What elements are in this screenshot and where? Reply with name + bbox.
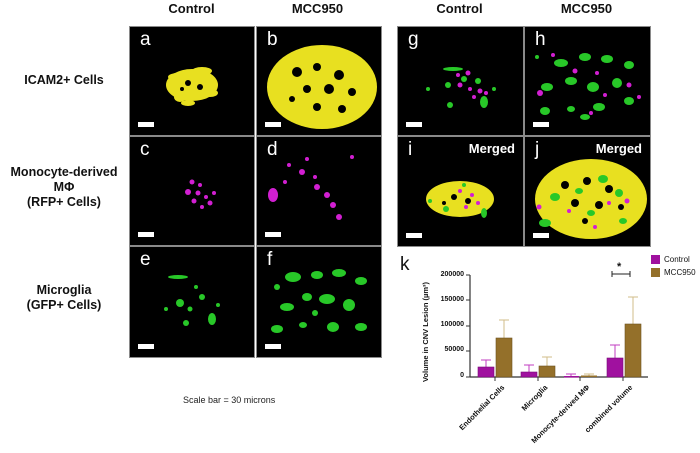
row-label-line: (RFP+ Cells) bbox=[27, 195, 101, 209]
y-tick-label: 0 bbox=[460, 372, 464, 379]
panel-letter: g bbox=[408, 29, 419, 50]
panel-letter: h bbox=[535, 29, 546, 50]
scale-bar bbox=[138, 232, 154, 237]
merged-label: Merged bbox=[468, 141, 515, 156]
bar-group-endothelial bbox=[477, 319, 513, 378]
magenta-cells-render bbox=[185, 179, 216, 209]
panel-g: g bbox=[397, 26, 524, 136]
green-cells-render bbox=[271, 269, 367, 333]
yellow-vessel-render bbox=[166, 67, 218, 106]
y-tick-label: 50000 bbox=[444, 346, 464, 353]
row-label-microglia: Microglia (GFP+ Cells) bbox=[0, 283, 128, 313]
magenta-cells-render bbox=[268, 155, 354, 220]
panel-letter: e bbox=[140, 249, 151, 270]
y-tick-label: 100000 bbox=[440, 321, 464, 328]
scale-bar bbox=[406, 233, 422, 238]
bar-group-monocyte bbox=[564, 373, 597, 378]
legend-label: MCC950 bbox=[664, 268, 696, 277]
scale-bar bbox=[138, 122, 154, 127]
panel-letter: a bbox=[140, 29, 151, 50]
legend-item-mcc950: MCC950 bbox=[651, 268, 696, 277]
scale-bar bbox=[138, 344, 154, 349]
significance-bracket bbox=[611, 271, 631, 277]
left-col-header-control: Control bbox=[168, 1, 215, 16]
chart-legend: Control MCC950 bbox=[651, 255, 696, 277]
significance-star: * bbox=[617, 261, 622, 273]
legend-item-control: Control bbox=[651, 255, 696, 264]
merged-overlay-render bbox=[426, 181, 494, 218]
panel-letter: f bbox=[267, 249, 273, 270]
panel-b: b bbox=[256, 26, 382, 136]
scale-bar bbox=[533, 122, 549, 127]
row-label-line: MΦ bbox=[53, 180, 75, 194]
scale-bar bbox=[533, 233, 549, 238]
panel-j: j Merged bbox=[524, 136, 651, 247]
panel-letter: c bbox=[140, 139, 150, 160]
panel-h: h bbox=[524, 26, 651, 136]
panel-d: d bbox=[256, 136, 382, 246]
right-col-header-mcc950: MCC950 bbox=[560, 1, 613, 16]
panel-e: e bbox=[129, 246, 255, 358]
legend-label: Control bbox=[664, 255, 690, 264]
green-cells-render bbox=[164, 275, 220, 326]
panel-a: a bbox=[129, 26, 255, 136]
row-label-line: Monocyte-derived bbox=[10, 165, 118, 179]
scale-bar bbox=[406, 122, 422, 127]
row-label-icam2: ICAM2+ Cells bbox=[0, 73, 128, 88]
left-col-header-mcc950: MCC950 bbox=[291, 1, 344, 16]
panel-c: c bbox=[129, 136, 255, 246]
bar-group-microglia bbox=[520, 356, 556, 378]
panel-f: f bbox=[256, 246, 382, 358]
panel-i: i Merged bbox=[397, 136, 524, 247]
bar-group-combined bbox=[606, 296, 642, 378]
merged-label: Merged bbox=[595, 141, 642, 156]
merged-overlay-render bbox=[535, 159, 647, 239]
panel-letter: d bbox=[267, 139, 278, 160]
scale-bar bbox=[265, 344, 281, 349]
panel-letter: j bbox=[535, 139, 540, 160]
green-magenta-overlay-render bbox=[426, 67, 496, 108]
scale-bar bbox=[265, 232, 281, 237]
panel-letter: b bbox=[267, 29, 278, 50]
scale-bar-note: Scale bar = 30 microns bbox=[183, 395, 276, 405]
row-label-monocyte: Monocyte-derived MΦ (RFP+ Cells) bbox=[0, 165, 128, 210]
legend-swatch-mcc950 bbox=[651, 268, 660, 277]
green-magenta-overlay-render bbox=[535, 53, 641, 120]
row-label-line: ICAM2+ Cells bbox=[24, 73, 104, 87]
scale-bar bbox=[265, 122, 281, 127]
panel-letter: i bbox=[408, 139, 413, 160]
row-label-line: (GFP+ Cells) bbox=[26, 298, 102, 312]
row-label-line: Microglia bbox=[36, 283, 92, 297]
right-col-header-control: Control bbox=[436, 1, 483, 16]
yellow-vessel-render bbox=[267, 45, 377, 129]
y-tick-label: 200000 bbox=[440, 271, 464, 278]
y-tick-label: 150000 bbox=[440, 296, 464, 303]
legend-swatch-control bbox=[651, 255, 660, 264]
chart-panel-letter: k bbox=[400, 254, 410, 275]
